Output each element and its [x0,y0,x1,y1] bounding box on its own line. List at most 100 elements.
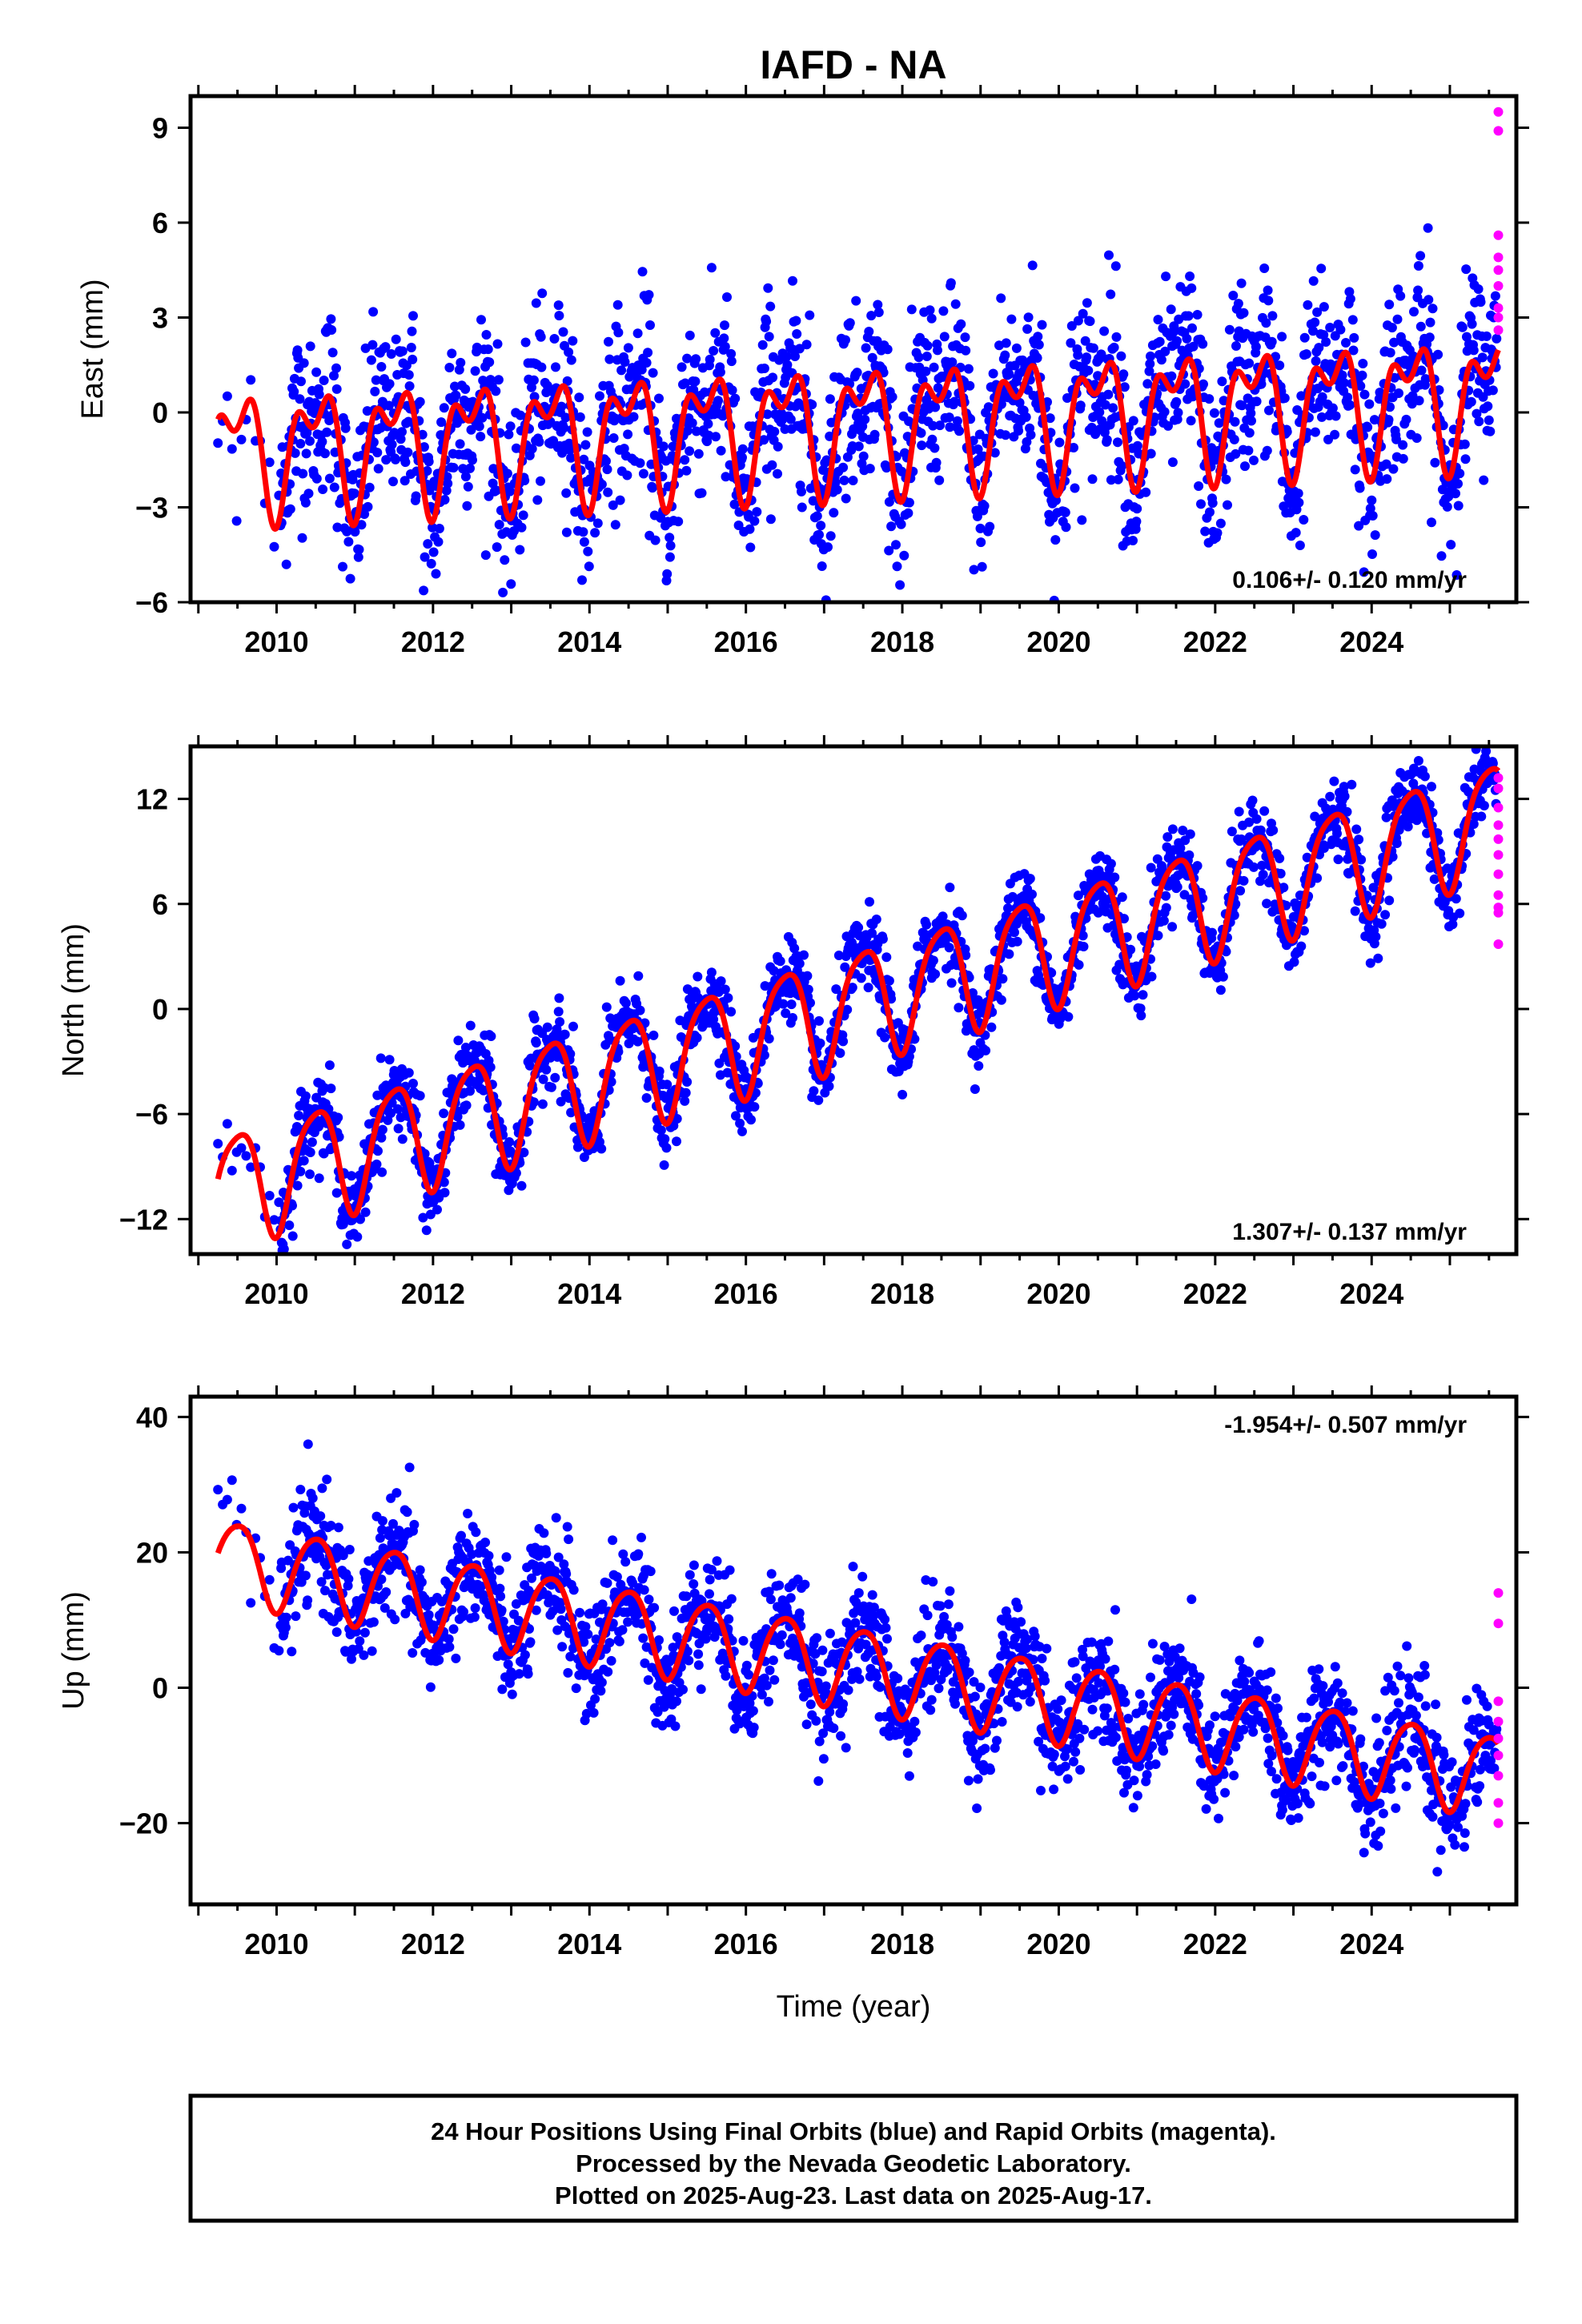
east-final-point [1207,498,1218,509]
east-plot-frame [188,94,1519,605]
up-final-point [326,1521,336,1530]
east-final-point [582,427,592,437]
north-final-point [1215,985,1226,995]
east-final-point [400,457,411,468]
east-final-point [690,376,701,387]
east-final-point [860,414,870,424]
north-final-point [415,1091,425,1101]
north-final-point [847,983,857,993]
up-final-point [484,1550,494,1561]
east-final-point [422,466,432,476]
east-final-point [1348,345,1359,356]
east-final-point [933,345,942,356]
north-final-point [1310,811,1320,822]
north-final-point [871,915,881,924]
east-final-point [773,441,783,452]
east-final-point [797,486,806,497]
north-final-point [789,943,800,954]
north-final-point [813,1095,824,1105]
up-final-point [448,1624,459,1634]
east-final-point [881,463,892,473]
east-final-point [492,485,501,496]
up-final-point [618,1549,628,1559]
north-final-point [1257,860,1267,870]
north-final-point [1251,814,1262,824]
east-final-point [434,524,444,533]
north-final-point [393,1124,404,1134]
east-final-point [481,330,492,340]
north-final-point [1479,801,1489,810]
north-final-point [1126,944,1136,955]
north-final-point [1347,779,1357,790]
up-final-point [476,1581,486,1591]
north-final-point [1413,756,1423,766]
east-final-point [505,421,516,432]
east-final-point [1370,530,1380,541]
east-final-point [864,327,874,336]
east-final-point [483,344,493,355]
east-final-point [1416,365,1427,376]
east-y-tick-label: 9 [152,112,168,145]
north-final-point [1146,971,1157,982]
east-final-point [730,393,741,404]
east-final-point [769,427,780,436]
east-final-point [504,429,514,440]
east-final-point [764,332,774,342]
east-final-point [1249,455,1259,465]
north-final-point [264,1191,275,1200]
east-rapid-points [1493,107,1504,336]
east-final-point [564,347,574,357]
north-final-point [305,1148,315,1157]
east-final-point [1420,374,1431,384]
north-final-point [1376,919,1387,929]
east-final-point [830,477,841,488]
up-final-point [317,1483,327,1494]
east-final-point [791,316,801,326]
east-final-point [1317,412,1327,422]
east-final-point [367,340,378,350]
east-final-point [447,348,457,359]
east-final-point [1113,437,1122,448]
north-final-point [897,1089,908,1100]
north-final-point [1136,1011,1146,1021]
north-rapid-point [1493,783,1504,794]
east-final-point [1172,336,1182,346]
east-final-point [590,528,600,538]
east-final-point [1314,343,1324,353]
north-final-point [377,1124,387,1135]
east-final-point [1425,317,1435,328]
north-final-point [1097,891,1107,902]
east-velocity-label: 0.106+/- 0.120 mm/yr [1232,567,1467,593]
north-final-point [408,1079,418,1088]
east-final-point [975,523,986,533]
east-final-point [720,341,730,352]
east-final-point [713,396,723,406]
up-final-point [527,1573,536,1583]
east-rapid-point [1493,107,1504,117]
east-final-point [682,353,693,364]
east-final-point [882,344,893,355]
east-final-point [1146,351,1155,361]
east-final-point [289,387,299,396]
north-final-point [824,1081,834,1092]
east-final-point [1050,535,1061,545]
east-final-point [1087,474,1098,485]
east-rapid-point [1493,126,1504,136]
north-final-point [692,1032,702,1043]
east-final-point [439,403,449,413]
east-final-point [1205,507,1215,517]
east-final-point [558,327,568,337]
east-final-point [1111,332,1122,342]
up-final-point [562,1522,572,1532]
east-final-point [303,489,314,499]
north-final-point [803,984,813,995]
east-final-point [645,320,655,330]
east-final-point [851,296,861,306]
east-final-point [1200,526,1211,537]
up-final-point [459,1606,468,1617]
east-final-point [848,476,858,485]
east-final-point [1385,402,1395,412]
east-final-point [721,472,731,482]
up-final-point [583,1629,593,1639]
east-final-point [1075,400,1086,411]
